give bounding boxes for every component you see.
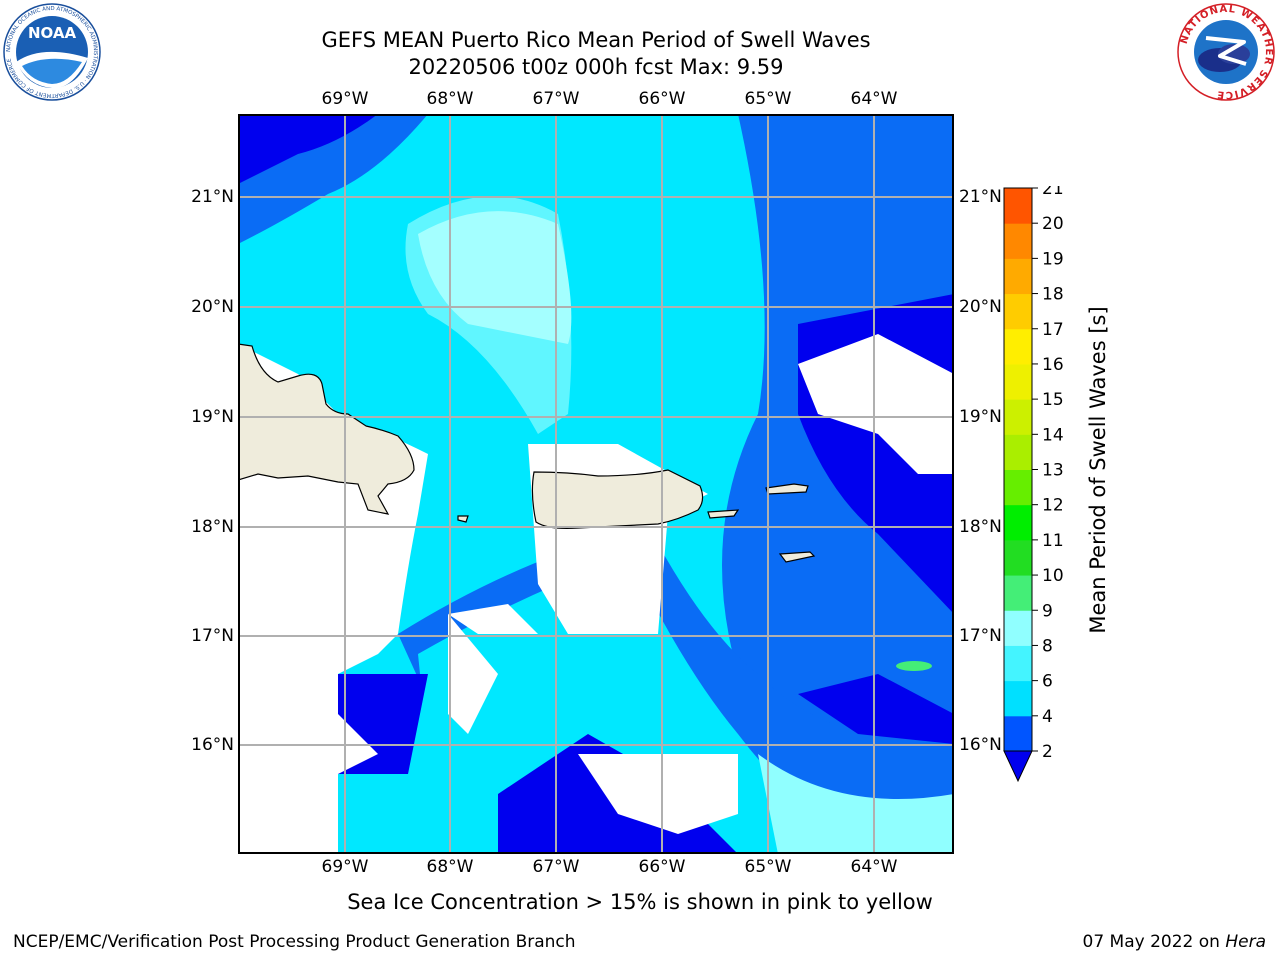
colorbar-tick-label: 9 (1042, 601, 1053, 621)
colorbar-swatch (1004, 434, 1032, 470)
colorbar-tick-label: 4 (1042, 707, 1053, 727)
lat-label-left: 17°N (191, 626, 234, 646)
lat-label-left: 19°N (191, 407, 234, 427)
colorbar-ticks: 2 4 6 8 9 10 11 12 13 14 15 16 17 18 19 20 21 (1032, 186, 1064, 762)
lon-label-top: 68°W (426, 89, 474, 109)
colorbar-swatch (1004, 363, 1032, 400)
colorbar-tick-label: 2 (1042, 742, 1053, 762)
colorbar-tick-label: 8 (1042, 636, 1053, 656)
nws-logo: NATIONAL WEATHER SERVICE (1177, 3, 1275, 101)
colorbar-swatches (1003, 187, 1033, 783)
mona-island-land (457, 515, 469, 523)
colorbar-swatch (1004, 258, 1032, 295)
colorbar-tick-label: 11 (1042, 531, 1064, 551)
lon-label-top: 69°W (321, 89, 369, 109)
map-panel (238, 114, 954, 854)
lat-label-right: 18°N (959, 517, 1002, 537)
lon-label-bottom: 66°W (638, 857, 686, 877)
colorbar-swatch (1004, 469, 1032, 506)
footer-date-text: 07 May 2022 on (1082, 932, 1226, 952)
colorbar-tick-label: 10 (1042, 566, 1064, 586)
colorbar-swatch (1004, 399, 1032, 435)
colorbar-tick-label: 21 (1042, 186, 1064, 199)
map-frame (238, 114, 954, 854)
lon-label-bottom: 64°W (850, 857, 898, 877)
lat-label-left: 16°N (191, 735, 234, 755)
st-croix-land (778, 551, 816, 563)
colorbar-tick-label: 17 (1042, 320, 1064, 340)
colorbar-tick-label: 15 (1042, 390, 1064, 410)
colorbar-swatch (1004, 715, 1032, 752)
colorbar-swatch (1004, 645, 1032, 682)
colorbar-swatch (1004, 188, 1032, 224)
colorbar-swatch (1004, 539, 1032, 576)
puerto-rico-land (531, 469, 704, 529)
colorbar-swatch (1004, 610, 1032, 646)
chart-title: GEFS MEAN Puerto Rico Mean Period of Swe… (321, 28, 871, 52)
lon-label-bottom: 67°W (532, 857, 580, 877)
colorbar-extend-triangle (1003, 750, 1033, 783)
lon-label-bottom: 68°W (426, 857, 474, 877)
colorbar-label: Mean Period of Swell Waves [s] (1086, 306, 1110, 634)
colorbar-swatch (1004, 328, 1032, 365)
lat-label-right: 19°N (959, 407, 1002, 427)
lon-label-top: 64°W (850, 89, 898, 109)
sea-ice-note: Sea Ice Concentration > 15% is shown in … (347, 890, 933, 914)
colorbar-swatch (1004, 504, 1032, 541)
noaa-logo: NOAA NATIONAL OCEANIC AND ATMOSPHERIC AD… (3, 3, 101, 101)
colorbar-tick-label: 13 (1042, 461, 1064, 481)
lon-label-top: 65°W (744, 89, 792, 109)
lat-label-right: 16°N (959, 735, 1002, 755)
graticule (238, 114, 954, 854)
vieques-land (707, 509, 740, 519)
lon-label-top: 67°W (532, 89, 580, 109)
lat-label-left: 21°N (191, 187, 234, 207)
lat-label-right: 21°N (959, 187, 1002, 207)
footer-machine: Hera (1225, 932, 1266, 952)
colorbar-swatch (1004, 575, 1032, 611)
footer-credit: NCEP/EMC/Verification Post Processing Pr… (13, 932, 576, 952)
footer-date: 07 May 2022 on Hera (1083, 932, 1267, 952)
land-masses (238, 343, 816, 563)
lon-label-bottom: 65°W (744, 857, 792, 877)
colorbar-tick-label: 20 (1042, 214, 1064, 234)
noaa-logo-text: NOAA (28, 24, 77, 42)
colorbar-tick-label: 14 (1042, 425, 1064, 445)
colorbar-tick-label: 16 (1042, 355, 1064, 375)
colorbar-swatch (1004, 223, 1032, 259)
hispaniola-land (238, 343, 415, 515)
colorbar-swatch (1004, 680, 1032, 717)
lon-label-top: 66°W (638, 89, 686, 109)
lon-label-bottom: 69°W (321, 857, 369, 877)
colorbar-tick-label: 12 (1042, 496, 1064, 516)
lat-label-left: 18°N (191, 517, 234, 537)
lat-label-left: 20°N (191, 297, 234, 317)
chart-subtitle: 20220506 t00z 000h fcst Max: 9.59 (408, 55, 784, 79)
lat-label-right: 17°N (959, 626, 1002, 646)
colorbar-tick-label: 18 (1042, 285, 1064, 305)
colorbar-tick-label: 19 (1042, 249, 1064, 269)
colorbar-swatch (1004, 293, 1032, 330)
colorbar-tick-label: 6 (1042, 672, 1053, 692)
lat-label-right: 20°N (959, 297, 1002, 317)
colorbar: 2 4 6 8 9 10 11 12 13 14 15 16 17 18 19 20 21 (1003, 186, 1064, 783)
